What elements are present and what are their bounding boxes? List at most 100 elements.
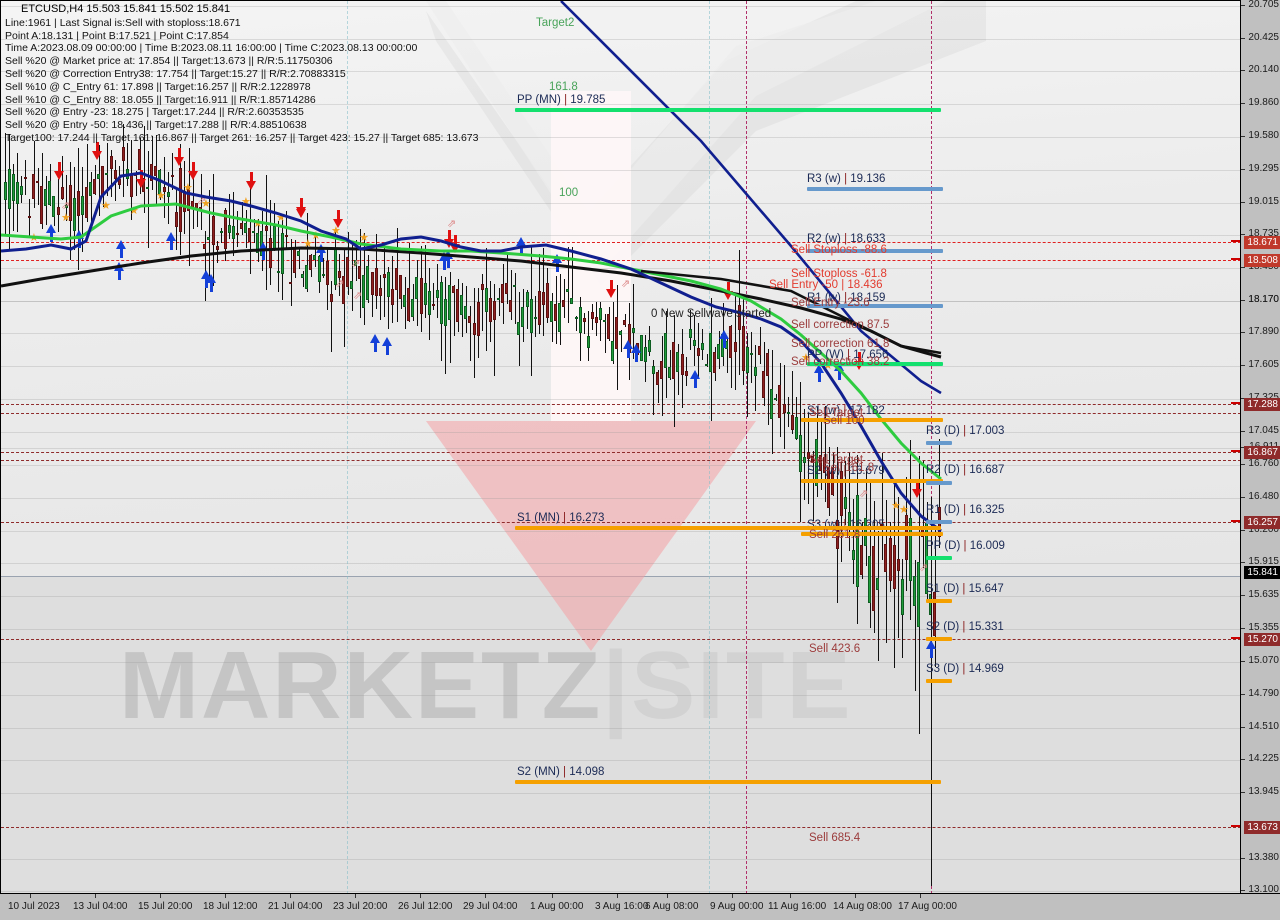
time-tick (617, 894, 618, 898)
chart-annotation: Sell 100 (823, 415, 865, 427)
pivot-line[interactable] (801, 479, 943, 483)
candle-body (146, 186, 150, 189)
time-axis[interactable]: 10 Jul 2023 13 Jul 04:00 15 Jul 20:00 18 Ju… (0, 893, 1280, 920)
price-marker-badge[interactable]: 16.257 (1244, 516, 1280, 529)
price-marker-badge[interactable]: 17.288 (1244, 398, 1280, 411)
candle-body (476, 301, 480, 337)
pivot-line[interactable] (926, 556, 952, 560)
price-level-dashed-line (1, 404, 1240, 405)
pivot-line[interactable] (515, 108, 941, 112)
candle-body (509, 299, 513, 312)
price-marker-badge[interactable]: 15.841 (1244, 566, 1280, 579)
candle-body (517, 322, 521, 335)
buy-signal-arrow (385, 346, 389, 355)
candle-body (684, 371, 688, 377)
pivot-line[interactable] (926, 520, 952, 524)
chart-plot-area[interactable]: MARKETZ|SITE ★★★★★★★★★★★★★★★★★★★⇗⇗⇗⇗⇗⇗⇗⇗… (0, 0, 1240, 893)
candle-body (297, 251, 301, 257)
star-marker-icon: ★ (331, 225, 341, 237)
chart-annotation: Target2 (536, 17, 575, 29)
chart-annotation: 161.8 (549, 81, 578, 93)
buy-signal-arrow (169, 241, 173, 250)
candle-body (7, 168, 11, 210)
buy-signal-arrow (114, 262, 124, 271)
candle-body (101, 165, 105, 196)
price-tick-label: 16.200 (1248, 524, 1279, 535)
price-marker-badge[interactable]: 13.673 (1244, 821, 1280, 834)
buy-signal-arrow (555, 263, 559, 272)
buy-signal-arrow (116, 240, 126, 249)
time-tick-label: 9 Aug 00:00 (710, 901, 764, 912)
pivot-line[interactable] (801, 532, 943, 536)
pivot-line[interactable] (801, 418, 943, 422)
time-tick-label: 17 Aug 00:00 (898, 901, 957, 912)
horizontal-gridline (1, 448, 1240, 449)
buy-signal-arrow (722, 339, 726, 348)
buy-signal-arrow (49, 233, 53, 242)
pivot-line[interactable] (807, 187, 943, 191)
price-marker-badge[interactable]: 18.508 (1244, 254, 1280, 267)
pivot-line[interactable] (515, 526, 941, 530)
pivot-line[interactable] (926, 441, 952, 445)
chart-annotation: Sell Stoploss -61.8 (791, 268, 887, 280)
time-tick (485, 894, 486, 898)
pivot-label: PP (W) | 17.656 (807, 349, 889, 361)
horizontal-gridline (1, 695, 1240, 696)
time-tick-label: 15 Jul 20:00 (138, 901, 193, 912)
pivot-line[interactable] (515, 780, 941, 784)
pivot-line[interactable] (807, 304, 943, 308)
buy-signal-arrow (442, 261, 446, 270)
chart-annotation: 0 New Sellwave started (651, 308, 772, 320)
chart-annotation: Sell Target (809, 407, 864, 419)
horizontal-gridline (1, 662, 1240, 663)
pivot-line[interactable] (926, 637, 952, 641)
sell-signal-arrow (177, 148, 181, 157)
candle-body (843, 496, 847, 509)
price-tick (1241, 300, 1245, 301)
price-tick-label: 19.580 (1248, 130, 1279, 141)
price-marker-badge[interactable]: 16.867 (1244, 446, 1280, 459)
pivot-line[interactable] (807, 249, 943, 253)
star-marker-icon: ★ (253, 218, 263, 230)
time-tick-label: 29 Jul 04:00 (463, 901, 518, 912)
sell-signal-arrow (92, 151, 102, 160)
candle-body (403, 294, 407, 307)
candle-body (554, 304, 558, 322)
price-marker-badge[interactable]: 18.671 (1244, 236, 1280, 249)
price-axis[interactable]: 20.705 20.425 20.140 19.860 19.580 19.295 19.0… (1231, 0, 1280, 895)
candle-body (798, 435, 802, 472)
candle-body (713, 352, 717, 373)
pivot-line[interactable] (926, 599, 952, 603)
price-tick (1241, 365, 1245, 366)
candle-body (460, 294, 464, 315)
candle-body (656, 371, 660, 386)
horizontal-gridline (1, 235, 1240, 236)
pivot-label: R3 (w) | 19.136 (807, 173, 886, 185)
ghost-arrow-icon: ⇗ (919, 562, 929, 574)
candle-body (917, 561, 921, 627)
time-tick-label: 26 Jul 12:00 (398, 901, 453, 912)
price-tick (1241, 169, 1245, 170)
candle-body (590, 312, 594, 319)
price-marker-dash (1231, 240, 1240, 242)
candle-body (607, 314, 611, 339)
sell-signal-arrow (723, 291, 733, 300)
price-tick (1241, 332, 1245, 333)
time-tick (552, 894, 553, 898)
pivot-label: R1 (D) | 16.325 (926, 504, 1005, 516)
pivot-line[interactable] (807, 362, 943, 366)
price-level-dashed-line (1, 827, 1240, 828)
candle-body (566, 289, 570, 292)
pivot-line[interactable] (926, 481, 952, 485)
candle-body (378, 287, 382, 296)
candle-body (770, 388, 774, 419)
candle-body (904, 514, 908, 560)
candle-body (651, 365, 655, 374)
pivot-line[interactable] (926, 679, 952, 683)
candle-body (32, 173, 36, 199)
price-marker-badge[interactable]: 15.270 (1244, 633, 1280, 646)
price-tick (1241, 890, 1245, 891)
candle-wick (217, 241, 219, 263)
price-tick-label: 18.735 (1248, 228, 1279, 239)
candle-body (113, 169, 117, 179)
